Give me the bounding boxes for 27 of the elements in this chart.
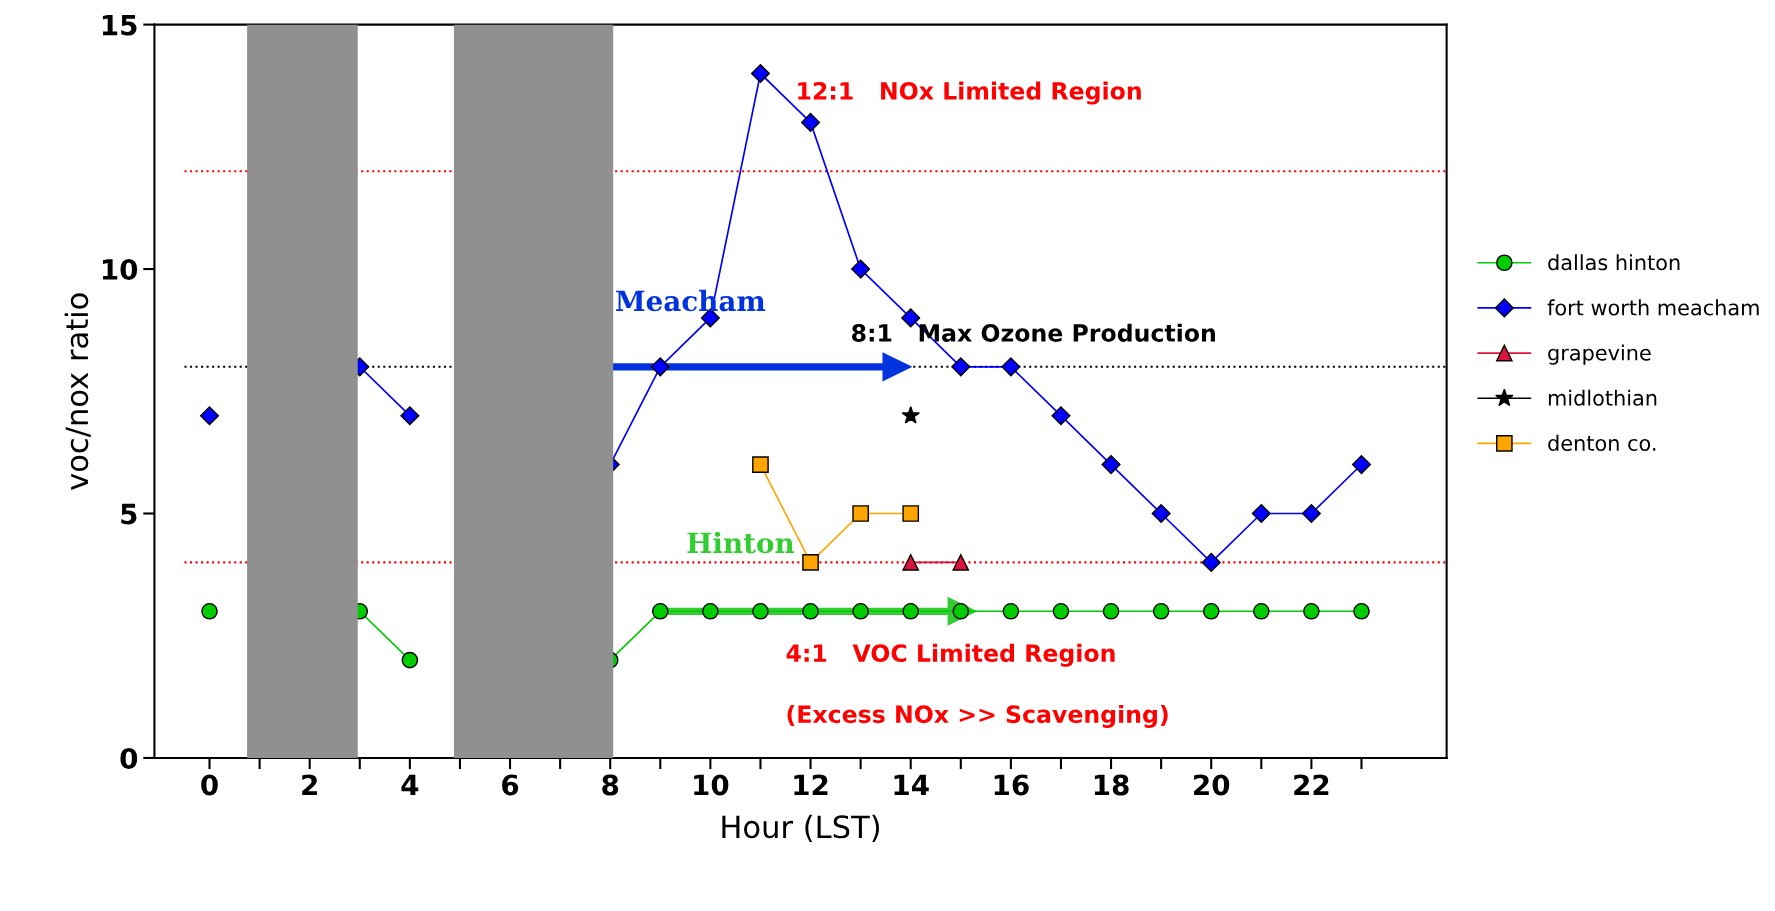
x-tick-label: 18 (1094, 774, 1129, 796)
x-tick-label: 20 (1194, 774, 1230, 796)
legend-label: grapevine (1548, 344, 1651, 365)
legend-label: midlothian (1548, 389, 1657, 406)
x-tick-label: 14 (894, 774, 929, 796)
ref-line-label: 12:1 NOx Limited Region (798, 81, 1141, 105)
y-tick-label: 0 (120, 747, 138, 769)
annotation: Hinton (687, 531, 795, 554)
x-axis-title: Hour (LST) (722, 814, 880, 842)
y-tick-label: 5 (121, 503, 137, 525)
ref-line-label: 4:1 VOC Limited Region (786, 643, 1115, 667)
x-tick-label: 8 (602, 774, 619, 796)
legend-label: dallas hinton (1548, 254, 1680, 271)
y-tick-label: 10 (102, 258, 138, 280)
x-tick-label: 12 (794, 774, 828, 796)
x-tick-label: 0 (201, 774, 218, 796)
annotation: (Excess NOx >> Scavenging) (787, 704, 1168, 728)
x-tick-label: 6 (502, 774, 519, 796)
y-axis-title: voc/nox ratio (64, 293, 91, 490)
x-tick-label: 2 (302, 774, 317, 796)
x-tick-label: 10 (694, 774, 729, 796)
x-tick-label: 22 (1294, 774, 1329, 796)
x-tick-label: 4 (401, 774, 419, 796)
y-tick-label: 15 (102, 14, 137, 36)
legend-label: denton co. (1548, 434, 1656, 451)
x-tick-label: 16 (994, 774, 1029, 796)
legend-label: fort worth meacham (1547, 299, 1759, 316)
